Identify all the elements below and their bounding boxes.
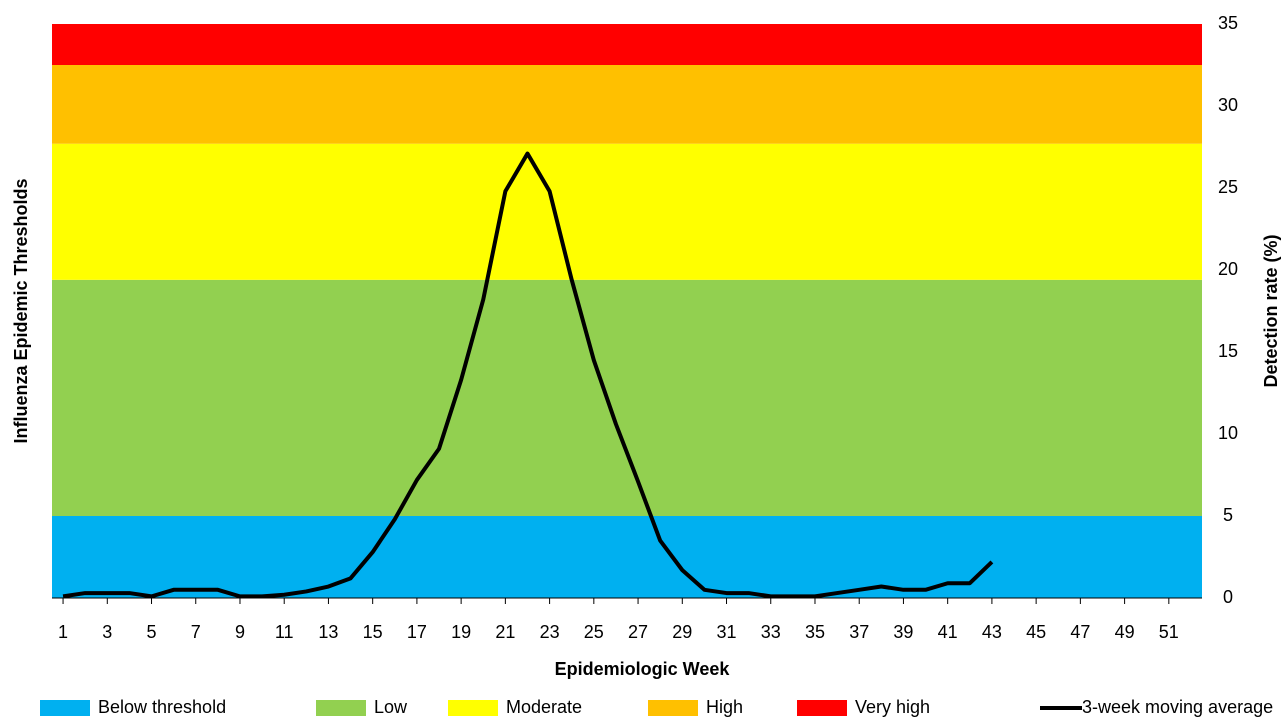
threshold-band xyxy=(52,143,1202,280)
x-tick-label: 35 xyxy=(805,622,825,642)
x-tick-label: 41 xyxy=(938,622,958,642)
legend-label: Very high xyxy=(855,697,930,717)
x-tick-label: 25 xyxy=(584,622,604,642)
y2-axis-label: Detection rate (%) xyxy=(1261,234,1281,387)
y-tick-label: 15 xyxy=(1218,341,1238,361)
legend-swatch xyxy=(448,700,498,716)
x-tick-label: 5 xyxy=(147,622,157,642)
series-line xyxy=(62,151,994,599)
x-tick-label: 43 xyxy=(982,622,1002,642)
x-tick-label: 29 xyxy=(672,622,692,642)
x-tick-label: 19 xyxy=(451,622,471,642)
x-tick-label: 7 xyxy=(191,622,201,642)
y-tick-label: 25 xyxy=(1218,177,1238,197)
x-tick-label: 31 xyxy=(717,622,737,642)
threshold-band xyxy=(52,516,1202,598)
legend-label: High xyxy=(706,697,743,717)
x-tick-label: 49 xyxy=(1115,622,1135,642)
y-tick-label: 20 xyxy=(1218,259,1238,279)
x-axis-label: Epidemiologic Week xyxy=(555,659,731,679)
threshold-band xyxy=(52,279,1202,516)
legend-label: Low xyxy=(374,697,408,717)
x-tick-label: 15 xyxy=(363,622,383,642)
x-tick-label: 45 xyxy=(1026,622,1046,642)
legend-label: 3-week moving average xyxy=(1082,697,1273,717)
x-tick-label: 21 xyxy=(495,622,515,642)
x-tick-label: 27 xyxy=(628,622,648,642)
x-tick-label: 11 xyxy=(275,622,294,642)
x-tick-label: 47 xyxy=(1070,622,1090,642)
x-tick-label: 39 xyxy=(893,622,913,642)
legend-swatch xyxy=(40,700,90,716)
threshold-band xyxy=(52,24,1202,65)
legend-swatch xyxy=(797,700,847,716)
x-tick-label: 33 xyxy=(761,622,781,642)
y-tick-label: 10 xyxy=(1218,423,1238,443)
legend-label: Moderate xyxy=(506,697,582,717)
x-tick-label: 23 xyxy=(540,622,560,642)
y-tick-label: 0 xyxy=(1223,587,1233,607)
y-tick-label: 5 xyxy=(1223,505,1233,525)
x-tick-label: 1 xyxy=(58,622,68,642)
y-tick-label: 30 xyxy=(1218,95,1238,115)
x-tick-label: 3 xyxy=(102,622,112,642)
legend-swatch xyxy=(648,700,698,716)
y-axis-label: Influenza Epidemic Thresholds xyxy=(11,178,31,443)
legend-swatch xyxy=(316,700,366,716)
x-tick-label: 51 xyxy=(1159,622,1179,642)
x-tick-label: 13 xyxy=(318,622,338,642)
y-tick-label: 35 xyxy=(1218,13,1238,33)
x-tick-label: 17 xyxy=(407,622,427,642)
legend-label: Below threshold xyxy=(98,697,226,717)
x-tick-label: 9 xyxy=(235,622,245,642)
threshold-band xyxy=(52,65,1202,144)
x-tick-label: 37 xyxy=(849,622,869,642)
